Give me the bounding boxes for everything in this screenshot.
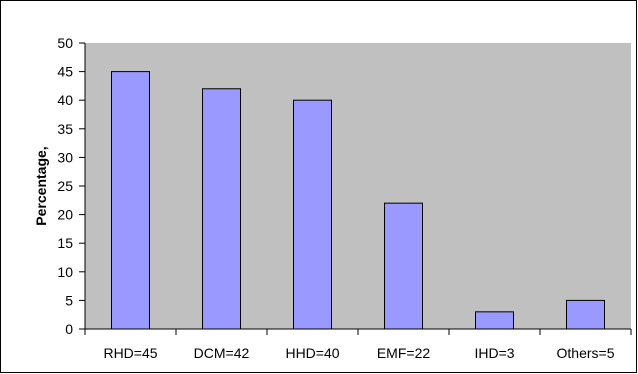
- y-tick-label: 20: [57, 207, 73, 223]
- bar: [566, 299, 605, 330]
- bar: [202, 88, 241, 330]
- bar: [475, 311, 514, 330]
- bar: [384, 202, 423, 330]
- bars-group: [111, 71, 605, 330]
- y-tick-label: 45: [57, 64, 73, 80]
- y-tick-label: 5: [65, 292, 73, 308]
- y-tick-label: 10: [57, 264, 73, 280]
- y-axis-title: Percentage,: [33, 146, 49, 225]
- y-tick-label: 25: [57, 178, 73, 194]
- x-ticks-group: RHD=45 DCM=42 HHD=40 EMF=22 IHD=3 Others=5: [84, 329, 632, 361]
- y-tick-label: 50: [57, 35, 73, 51]
- y-ticks-group: 0 5 10 15 20 25 30 35 40 45 50: [57, 35, 85, 337]
- x-tick-label: HHD=40: [285, 345, 339, 361]
- y-tick-label: 0: [65, 321, 73, 337]
- y-tick-label: 30: [57, 149, 73, 165]
- bar: [111, 71, 150, 330]
- x-tick-label: RHD=45: [103, 345, 157, 361]
- plot-area: [85, 43, 631, 329]
- x-tick-label: IHD=3: [474, 345, 514, 361]
- y-tick-label: 40: [57, 92, 73, 108]
- y-tick-label: 35: [57, 121, 73, 137]
- y-tick-label: 15: [57, 235, 73, 251]
- x-tick-label: DCM=42: [194, 345, 250, 361]
- x-tick-label: Others=5: [557, 345, 615, 361]
- bar: [293, 99, 332, 330]
- x-tick-label: EMF=22: [377, 345, 431, 361]
